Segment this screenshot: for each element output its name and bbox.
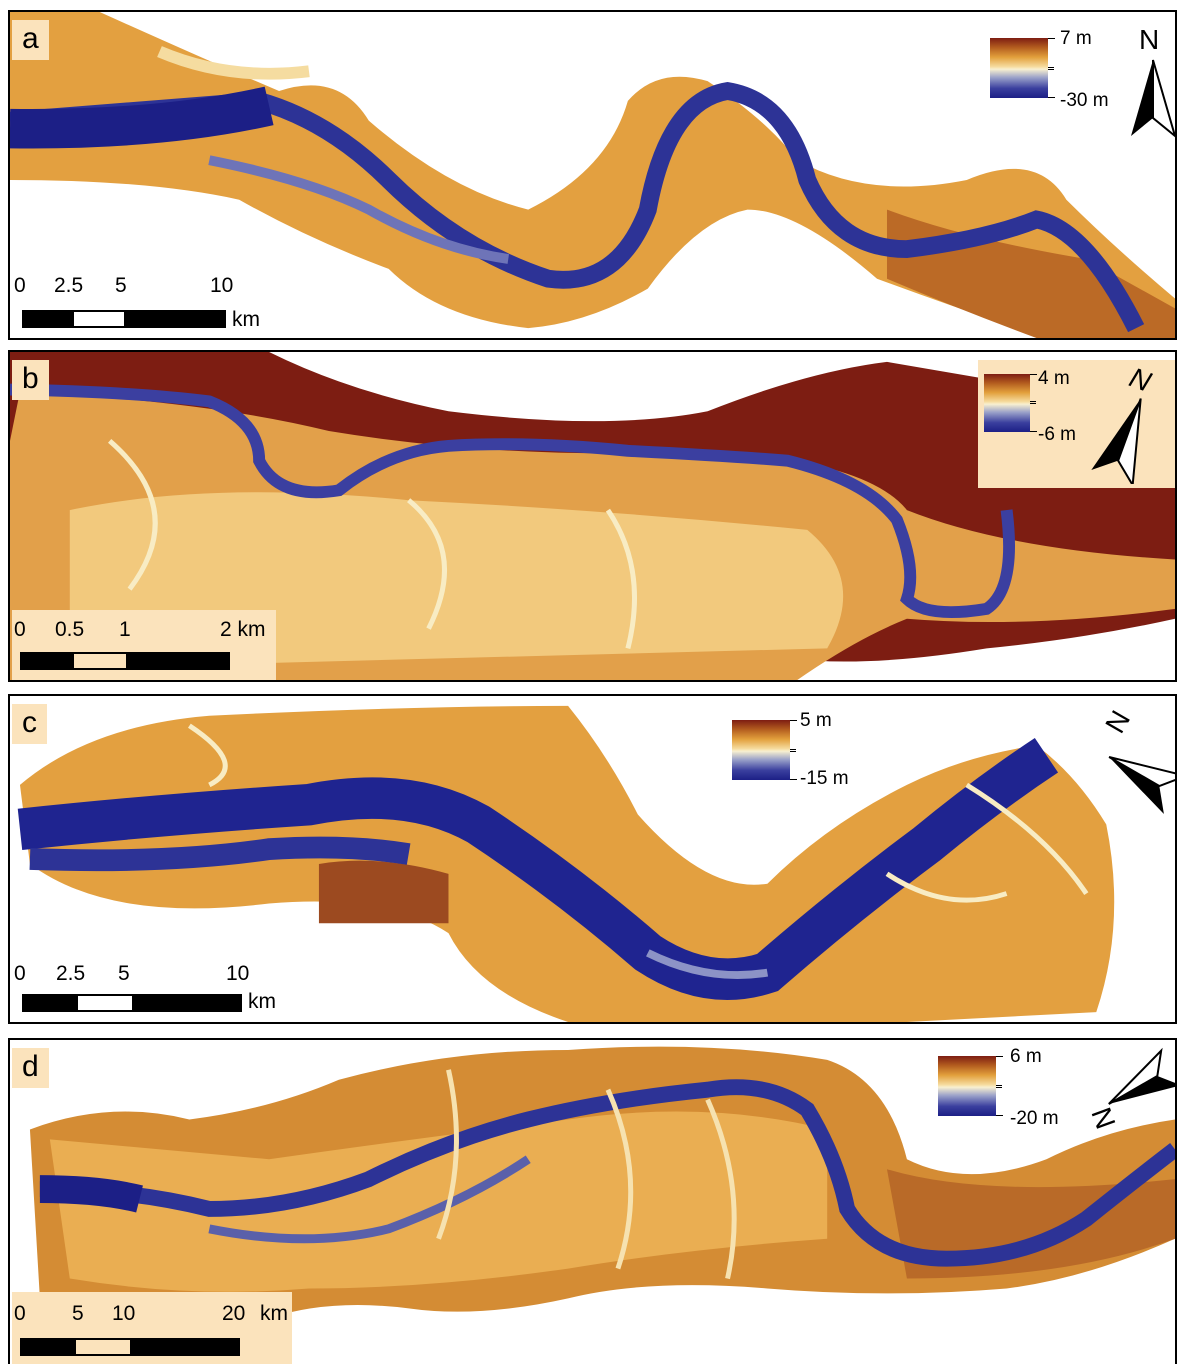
north-arrow-icon-a: [1131, 59, 1175, 138]
legend-min-b: -6 m: [1038, 424, 1076, 445]
colorbar-b: [984, 374, 1037, 432]
scale-bar-a: [22, 310, 226, 328]
scale-bar-c: [22, 994, 242, 1012]
flats-d: [49, 1111, 828, 1292]
panel-label-a: a: [12, 20, 49, 60]
north-arrow-icon-c: [1108, 756, 1175, 815]
scale-tick-b-0: 0: [14, 618, 26, 641]
legend-max-d: 6 m: [1010, 1046, 1042, 1067]
north-arrow-d: N: [1086, 1046, 1175, 1146]
panel-a: a 7 m -30 m N 0 2.5 5 10 km: [8, 10, 1177, 340]
colorbar-d: [938, 1056, 1003, 1116]
marsh-c: [318, 860, 449, 924]
scale-unit-a: km: [232, 308, 260, 331]
colorbar-a: [990, 38, 1055, 98]
tidal-creek-c: [188, 723, 1089, 903]
main-channel-c: [17, 738, 1059, 1000]
scale-tick-d-3: 20: [222, 1302, 246, 1325]
channel-edge-c: [646, 949, 769, 980]
legend-b: 4 m -6 m N: [978, 360, 1175, 488]
scale-tick-b-2: 1: [119, 618, 131, 641]
north-arrow-icon-b: [1091, 398, 1142, 484]
scale-tick-a-1: 2.5: [54, 274, 84, 297]
scale-tick-c-0: 0: [14, 962, 26, 985]
legend-min-a: -30 m: [1060, 90, 1109, 111]
scalebar-a: 0 2.5 5 10 km: [14, 274, 274, 336]
scale-tick-c-2: 5: [118, 962, 130, 985]
north-label-a: N: [1139, 24, 1160, 55]
scale-tick-d-1: 5: [72, 1302, 84, 1325]
legend-min-d: -20 m: [1010, 1108, 1059, 1129]
panel-label-b: b: [12, 360, 49, 400]
scale-tick-b-1: 0.5: [55, 618, 85, 641]
north-arrow-b: N: [1086, 361, 1175, 484]
scale-bar-b: [20, 652, 230, 670]
main-channel-a: [10, 82, 1145, 333]
bathymetry-map-a: [10, 12, 1175, 338]
scale-unit-d: km: [260, 1302, 288, 1325]
secondary-channel-d: [208, 1155, 531, 1244]
bathymetry-map-c: [17, 705, 1115, 1022]
north-arrow-c: N: [1099, 705, 1175, 816]
bathymetry-map-d: [29, 1046, 1175, 1349]
shoal-highlight-a: [157, 46, 310, 80]
scalebar-d: 0 5 10 20 km: [12, 1292, 292, 1364]
scale-tick-d-2: 10: [112, 1302, 136, 1325]
channel-deep-a: [10, 86, 274, 149]
main-channel-b: [10, 383, 1016, 619]
scale-tick-c-1: 2.5: [56, 962, 86, 985]
legend-max-a: 7 m: [1060, 28, 1092, 49]
scale-tick-a-0: 0: [14, 274, 26, 297]
scale-tick-d-0: 0: [14, 1302, 26, 1325]
legend-d: 6 m -20 m: [938, 1046, 1088, 1129]
panel-label-d: d: [12, 1048, 49, 1088]
north-arrow-icon-d: [1108, 1047, 1175, 1105]
panel-c: c 5 m -15 m N 0 2.5 5 10 km: [8, 694, 1177, 1024]
scale-tick-a-3: 10: [210, 274, 234, 297]
main-channel-d: [39, 1079, 1175, 1267]
scale-tick-b-3: 2 km: [220, 618, 266, 641]
legend-max-c: 5 m: [800, 710, 832, 731]
bathymetry-map-b: [10, 352, 1175, 680]
channel-deep-d: [39, 1175, 143, 1213]
estuary-shape-a: [10, 12, 1175, 338]
panel-d: d 6 m -20 m N 0 5 10 20 km: [8, 1038, 1177, 1364]
legend-c: 5 m -15 m: [732, 710, 872, 790]
panel-label-c: c: [12, 704, 47, 744]
north-label-b: N: [1125, 361, 1156, 398]
scale-tick-a-2: 5: [115, 274, 127, 297]
scalebar-c: 0 2.5 5 10 km: [14, 958, 294, 1020]
scale-tick-c-3: 10: [226, 962, 250, 985]
tidal-creek-d: [436, 1069, 737, 1280]
colorbar-c: [732, 720, 797, 780]
secondary-channel-c: [29, 836, 411, 872]
scale-bar-d: [20, 1338, 240, 1356]
panel-b: b 4 m -6 m N 0 0.5 1 2 km: [8, 350, 1177, 682]
north-label-c: N: [1099, 705, 1137, 739]
legend-min-c: -15 m: [800, 768, 849, 789]
tidal-creek-b: [108, 439, 637, 649]
scalebar-b: 0 0.5 1 2 km: [12, 610, 276, 680]
legend-max-b: 4 m: [1038, 368, 1070, 389]
scale-unit-c: km: [248, 990, 276, 1013]
legend-a: 7 m -30 m: [990, 28, 1110, 111]
north-arrow-a: N: [1128, 24, 1175, 138]
secondary-channel-a: [208, 155, 509, 264]
